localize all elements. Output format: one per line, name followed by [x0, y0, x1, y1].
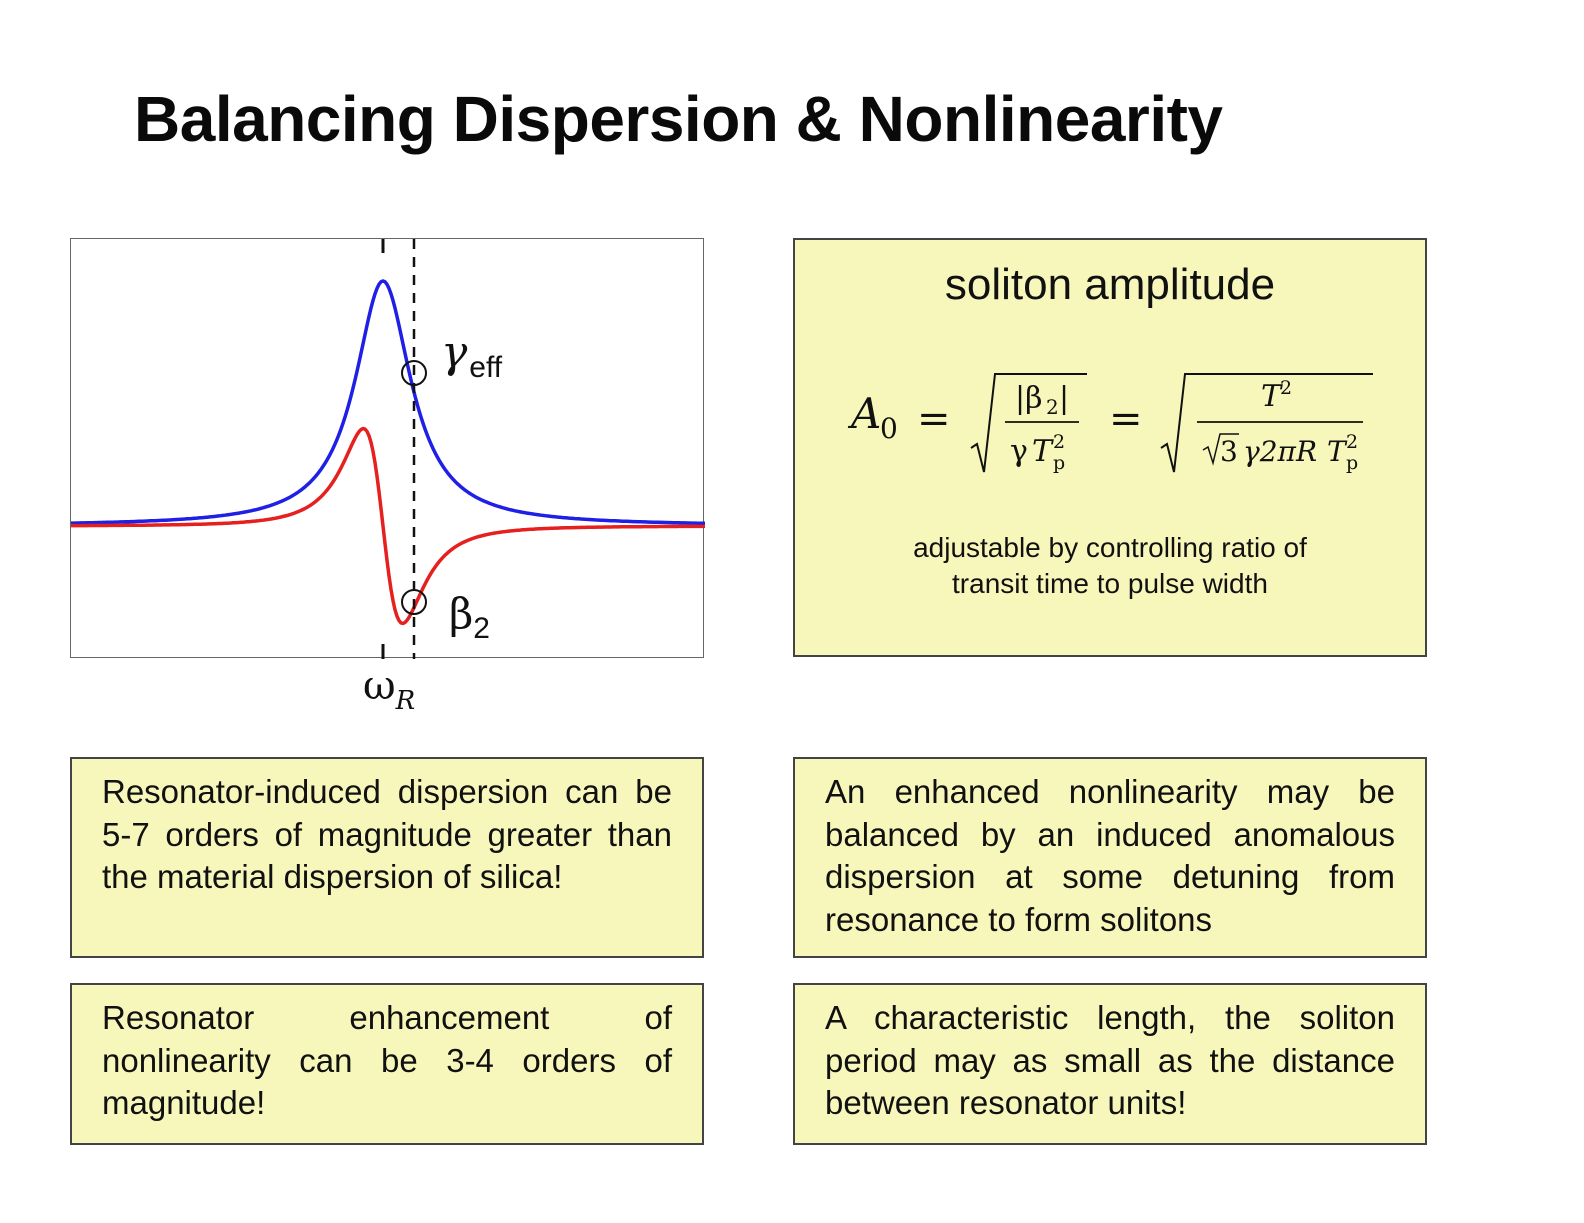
den2-sup: 2 — [1346, 431, 1358, 453]
gamma-eff-marker — [401, 360, 427, 386]
length-note: A characteristic length, the soliton per… — [825, 999, 1395, 1121]
den2-root3: 3 — [1220, 435, 1238, 468]
formula-eq1: = — [917, 396, 951, 442]
soliton-amplitude-box: soliton amplitude A 0 = |β 2 | γ T 2 p =… — [793, 238, 1427, 657]
plot-canvas — [71, 239, 705, 659]
den2-sub: p — [1346, 452, 1358, 474]
nonlinearity-note: Resonator enhancement of nonlinearity ca… — [102, 999, 672, 1121]
amplitude-caption: adjustable by controlling ratio of trans… — [795, 530, 1425, 602]
gamma-eff-curve — [71, 279, 705, 526]
caption-line-1: adjustable by controlling ratio of — [913, 532, 1307, 563]
slide-title: Balancing Dispersion & Nonlinearity — [134, 83, 1223, 155]
den1-sup: 2 — [1053, 431, 1065, 453]
inner-sqrt-sign — [1202, 433, 1239, 466]
formula-a: A — [847, 389, 881, 438]
dispersion-note: Resonator-induced dispersion can be 5-7 … — [102, 773, 672, 895]
caption-line-2: transit time to pulse width — [952, 568, 1268, 599]
balance-note: An enhanced nonlinearity may be balanced… — [825, 773, 1395, 938]
omega-r-label: ωR — [363, 663, 416, 716]
amplitude-formula: A 0 = |β 2 | γ T 2 p = T 2 3 γ2πR T 2 p — [847, 373, 1373, 474]
length-note-box: A characteristic length, the soliton per… — [793, 983, 1427, 1145]
sqrt-sign-2 — [1160, 373, 1373, 473]
gamma-eff-label: γeff — [441, 327, 503, 384]
den1-sub: p — [1053, 452, 1065, 474]
nonlinearity-note-box: Resonator enhancement of nonlinearity ca… — [70, 983, 704, 1145]
amplitude-title: soliton amplitude — [944, 260, 1276, 309]
den1-t: T — [1032, 434, 1054, 469]
sqrt-sign-1 — [970, 373, 1087, 473]
beta2-marker — [401, 589, 427, 615]
den2-rest: γ2πR — [1243, 435, 1317, 468]
num1-sub: 2 — [1046, 395, 1059, 419]
num1: |β — [1015, 381, 1042, 416]
formula-eq2: = — [1109, 396, 1143, 442]
dispersion-note-box: Resonator-induced dispersion can be 5-7 … — [70, 757, 704, 958]
resonance-plot: γeff β2 — [70, 238, 705, 659]
den1-gamma: γ — [1010, 434, 1028, 469]
beta2-curve — [71, 426, 705, 626]
formula-a-sub: 0 — [880, 412, 898, 445]
num2-t: T — [1261, 379, 1283, 414]
den2-t: T — [1327, 435, 1348, 468]
num2-sup: 2 — [1280, 377, 1292, 399]
beta2-label: β2 — [449, 589, 490, 645]
num1-end: | — [1059, 381, 1069, 416]
balance-note-box: An enhanced nonlinearity may be balanced… — [793, 757, 1427, 958]
